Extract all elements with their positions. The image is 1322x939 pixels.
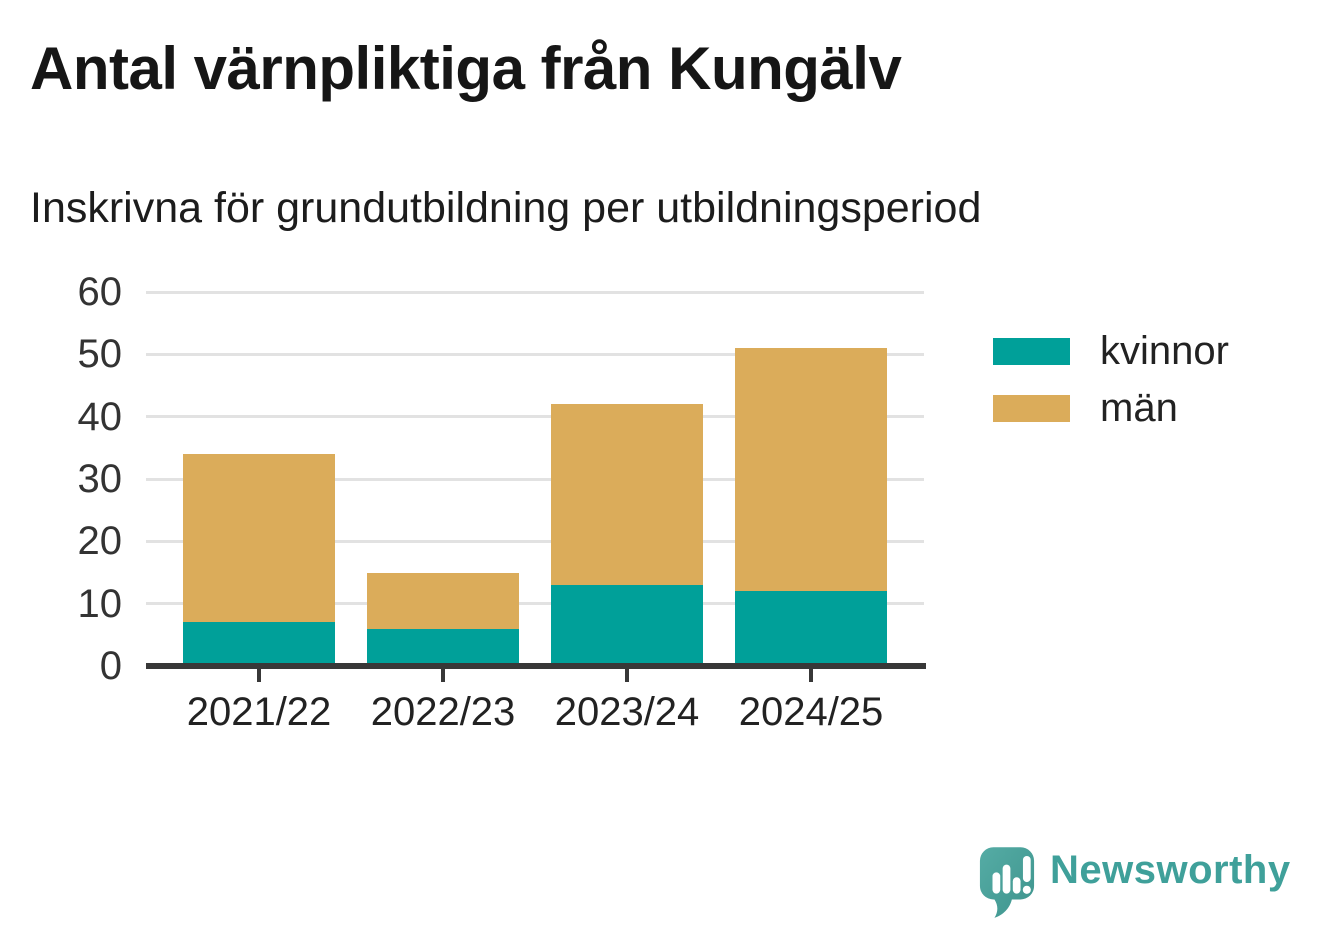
x-axis-label: 2023/24 — [554, 690, 700, 734]
newsworthy-speech-bubble-chart-icon — [979, 847, 1035, 918]
bar-segment-män — [551, 404, 703, 585]
gridline — [146, 352, 924, 356]
x-axis-tick — [441, 666, 445, 682]
y-axis-label: 40 — [77, 394, 123, 439]
y-axis-label: 20 — [77, 519, 123, 564]
bar-segment-män — [735, 348, 887, 592]
gridline — [146, 602, 924, 606]
bar-segment-kvinnor — [367, 628, 519, 666]
brand-name: Newsworthy — [1050, 848, 1291, 892]
bar-segment-kvinnor — [735, 591, 887, 666]
legend-swatch-män — [993, 395, 1070, 422]
x-axis-tick — [625, 666, 629, 682]
gridline — [146, 415, 924, 419]
y-axis-label: 0 — [99, 644, 122, 688]
y-axis-label: 50 — [77, 332, 123, 377]
y-axis-label: 30 — [77, 457, 123, 501]
y-axis-label: 10 — [77, 581, 123, 626]
bar-segment-kvinnor — [183, 622, 335, 666]
chart-title: Antal värnpliktiga från Kungälv — [30, 35, 902, 102]
x-axis-tick — [257, 666, 261, 682]
legend-item: män — [993, 388, 1229, 429]
legend-item: kvinnor — [993, 331, 1229, 372]
x-axis-tick — [809, 666, 813, 682]
bar-segment-män — [183, 454, 335, 623]
brand-footer: Newsworthy — [978, 845, 1291, 923]
gridline — [146, 290, 924, 294]
chart-subtitle: Inskrivna för grundutbildning per utbild… — [30, 184, 982, 232]
x-axis-label: 2024/25 — [738, 690, 884, 734]
gridline — [146, 477, 924, 481]
x-axis-label: 2022/23 — [370, 690, 516, 734]
gridline — [146, 539, 924, 543]
legend-label: kvinnor — [1100, 329, 1229, 373]
legend-swatch-kvinnor — [993, 338, 1070, 365]
legend-label: män — [1100, 386, 1178, 430]
y-axis-label: 60 — [77, 270, 123, 314]
bar-segment-kvinnor — [551, 584, 703, 666]
x-axis-label: 2021/22 — [186, 690, 332, 734]
x-axis-line — [146, 663, 926, 669]
legend: kvinnor män — [993, 331, 1229, 445]
bar-segment-män — [367, 572, 519, 629]
